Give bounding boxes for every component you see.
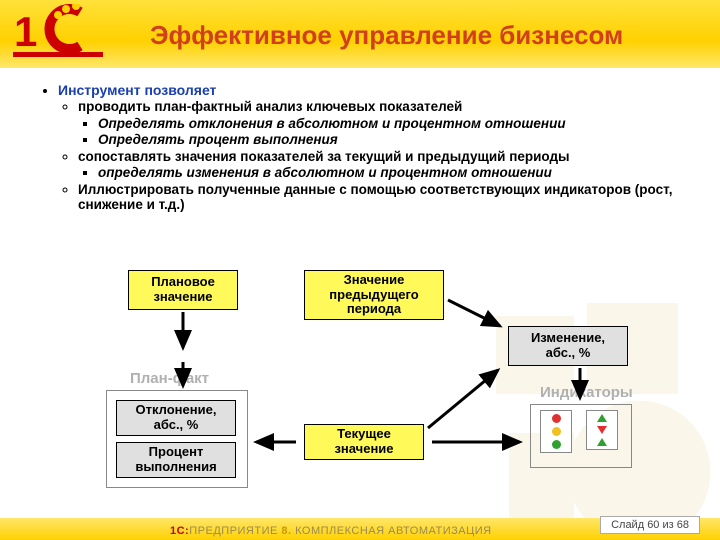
box-change: Изменение,абс., % bbox=[508, 326, 628, 366]
box-deviation: Отклонение,абс., % bbox=[116, 400, 236, 436]
indicator-tri-down bbox=[597, 426, 607, 434]
indicator-dot-yellow bbox=[552, 427, 561, 436]
indicator-dot-green bbox=[552, 440, 561, 449]
indicator-dot-red bbox=[552, 414, 561, 423]
bullet-l3a: Определять отклонения в абсолютном и про… bbox=[98, 116, 688, 131]
svg-text:1: 1 bbox=[14, 8, 37, 55]
logo-1c: 1 bbox=[10, 4, 110, 64]
indicator-tri-up-1 bbox=[597, 414, 607, 422]
bullet-l2b: сопоставлять значения показателей за тек… bbox=[78, 149, 688, 181]
indicator-panel-dots bbox=[540, 410, 572, 453]
slide-title: Эффективное управление бизнесом bbox=[150, 20, 623, 51]
box-plan-value: Плановоезначение bbox=[128, 270, 238, 310]
bullet-l3b: Определять процент выполнения bbox=[98, 132, 688, 147]
indicator-tri-up-2 bbox=[597, 438, 607, 446]
bullet-l2a: проводить план-фактный анализ ключевых п… bbox=[78, 99, 688, 147]
box-percent: Процентвыполнения bbox=[116, 442, 236, 478]
header-bar: 1 Эффективное управление бизнесом bbox=[0, 0, 720, 68]
box-current: Текущеезначение bbox=[304, 424, 424, 460]
bullet-l1: Инструмент позволяет проводить план-факт… bbox=[58, 82, 688, 212]
bullet-l2c: Иллюстрировать полученные данные с помощ… bbox=[78, 182, 688, 212]
box-prev-value: Значениепредыдущегопериода bbox=[304, 270, 444, 320]
diagram: План-факт Индикаторы Плановоезначение Зн… bbox=[0, 270, 720, 510]
slide-counter: Слайд 60 из 68 bbox=[600, 516, 700, 534]
indicator-panel-tris bbox=[586, 410, 618, 450]
group-label-planfact: План-факт bbox=[130, 370, 209, 387]
group-label-indicators: Индикаторы bbox=[540, 384, 633, 401]
bullets: Инструмент позволяет проводить план-факт… bbox=[38, 80, 688, 213]
footer-brand: 1С:ПРЕДПРИЯТИЕ 8. КОМПЛЕКСНАЯ АВТОМАТИЗА… bbox=[170, 525, 492, 537]
bullet-l3c: определять изменения в абсолютном и проц… bbox=[98, 165, 688, 180]
